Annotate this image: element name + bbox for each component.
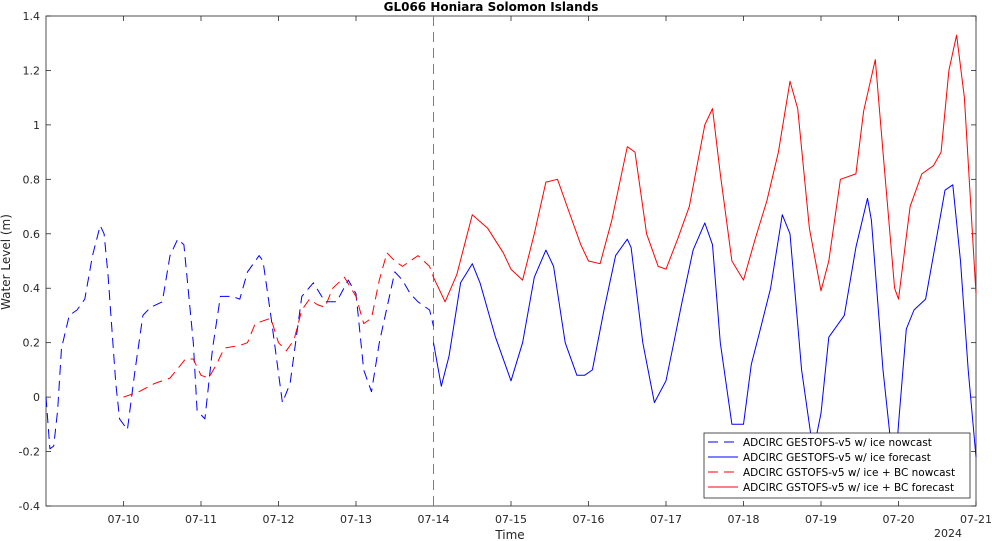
series-line-4 xyxy=(433,34,977,303)
y-tick-label: -0.4 xyxy=(19,500,40,513)
y-tick-label: 0.2 xyxy=(23,337,41,350)
x-axis-label: Time xyxy=(494,528,524,541)
x-tick-label: 07-14 xyxy=(418,513,450,526)
x-tick-label: 07-13 xyxy=(340,513,372,526)
x-tick-label: 07-11 xyxy=(185,513,217,526)
legend: ADCIRC GESTOFS-v5 w/ ice nowcast ADCIRC G… xyxy=(703,432,971,499)
x-tick-label: 07-17 xyxy=(650,513,682,526)
y-tick-label: 1 xyxy=(33,119,40,132)
x-tick-label: 07-20 xyxy=(883,513,915,526)
y-tick-label: 0 xyxy=(33,391,40,404)
y-tick-label: 0.6 xyxy=(23,228,41,241)
legend-label: ADCIRC GESTOFS-v5 w/ ice forecast xyxy=(743,452,931,464)
year-label: 2024 xyxy=(934,527,962,540)
y-tick-label: 0.8 xyxy=(23,173,41,186)
legend-label: ADCIRC GSTOFS-v5 w/ ice + BC nowcast xyxy=(743,467,955,479)
x-tick-label: 07-12 xyxy=(263,513,295,526)
plot-frame xyxy=(45,15,977,507)
y-tick-label: 1.4 xyxy=(23,10,41,23)
series-line-1 xyxy=(45,225,434,450)
tick-marks xyxy=(46,15,977,507)
x-tick-label: 07-18 xyxy=(728,513,760,526)
x-tick-label: 07-21 xyxy=(960,513,992,526)
x-tick-label: 07-16 xyxy=(573,513,605,526)
legend-label: ADCIRC GESTOFS-v5 w/ ice nowcast xyxy=(743,437,932,449)
chart-title: GL066 Honiara Solomon Islands xyxy=(384,0,599,14)
y-tick-label: 0.4 xyxy=(23,282,41,295)
series-line-3 xyxy=(123,252,434,398)
x-tick-label: 07-19 xyxy=(805,513,837,526)
y-tick-label: 1.2 xyxy=(23,64,41,77)
legend-label: ADCIRC GSTOFS-v5 w/ ice + BC forecast xyxy=(743,482,954,494)
y-axis-label: Water Level (m) xyxy=(0,214,13,310)
y-tick-labels: -0.4 -0.2 0 0.2 0.4 0.6 0.8 1 1.2 1.4 xyxy=(19,10,40,513)
legend-box xyxy=(703,432,971,499)
x-tick-label: 07-10 xyxy=(108,513,140,526)
x-tick-labels: 07-10 07-11 07-12 07-13 07-14 07-15 07-16 07-17… xyxy=(108,513,992,526)
y-tick-label: -0.2 xyxy=(19,446,40,459)
x-tick-label: 07-15 xyxy=(495,513,527,526)
